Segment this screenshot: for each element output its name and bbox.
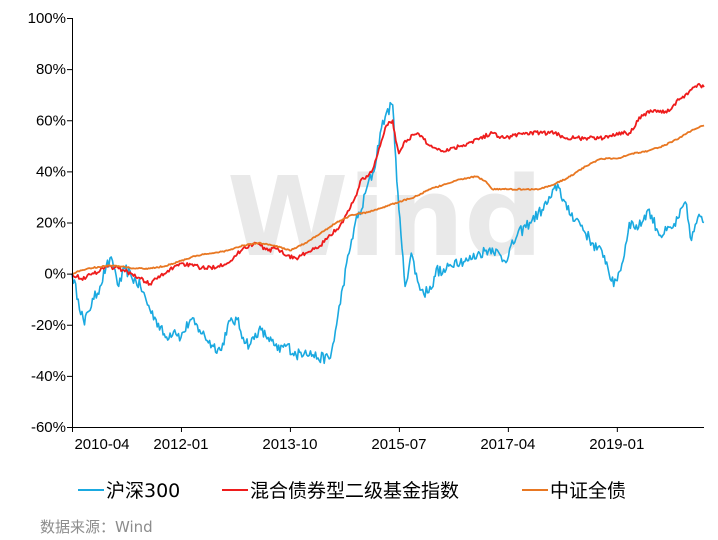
x-tick-label: 2012-01 (153, 436, 208, 453)
watermark: Wind (227, 153, 543, 281)
legend-label: 中证全债 (550, 480, 626, 502)
y-tick-label: 100% (28, 10, 66, 27)
y-tick-label: -40% (31, 368, 66, 385)
x-tick-label: 2019-01 (589, 436, 644, 453)
y-tick-label: 20% (36, 215, 66, 232)
x-tick-label: 2017-04 (480, 436, 535, 453)
series-line (71, 124, 705, 275)
y-tick-label: 40% (36, 163, 66, 180)
series-line (71, 101, 705, 365)
x-axis-ticks: 2010-04 2012-01 2013-10 2015-07 2017-04 2019-… (72, 427, 644, 453)
x-tick-label: 2010-04 (74, 436, 129, 453)
x-tick-label: 2013-10 (262, 436, 317, 453)
y-tick-label: 0% (44, 266, 66, 283)
legend: 沪深300 混合债券型二级基金指数 中证全债 (78, 480, 626, 502)
legend-label: 混合债券型二级基金指数 (250, 480, 459, 502)
source-note: 数据来源：Wind (40, 518, 153, 536)
y-tick-label: -60% (31, 419, 66, 436)
y-axis-ticks: -60% -40% -20% 0% 20% 40% 60% 80% 100% (28, 10, 72, 436)
x-tick-label: 2015-07 (371, 436, 426, 453)
series-layer (71, 82, 705, 365)
legend-label: 沪深300 (106, 480, 180, 502)
series-line (71, 82, 705, 286)
y-tick-label: -20% (31, 317, 66, 334)
y-tick-label: 60% (36, 112, 66, 129)
y-tick-label: 80% (36, 61, 66, 78)
